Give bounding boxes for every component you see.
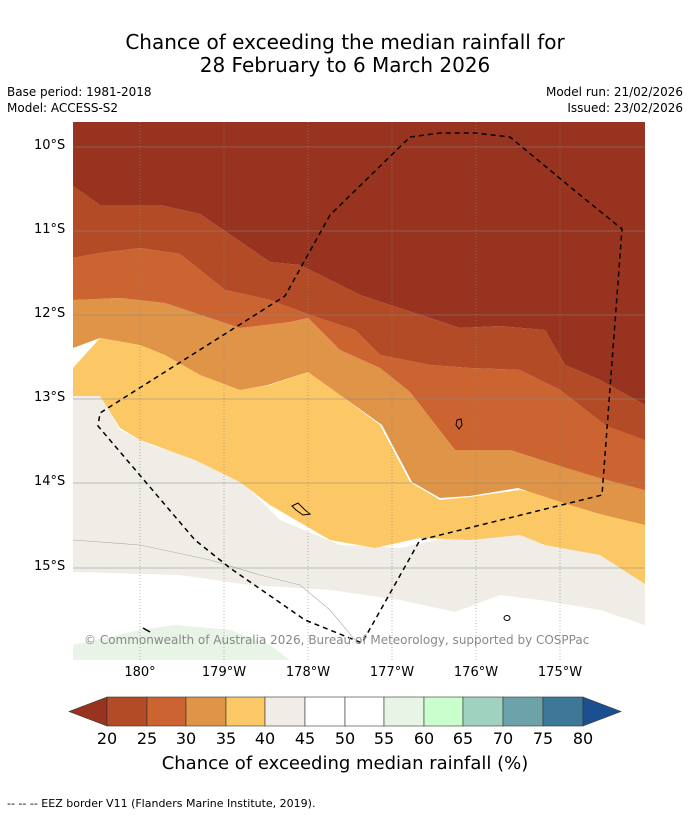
eez-legend-footer: -- -- -- EEZ border V11 (Flanders Marine…	[7, 797, 316, 810]
eez-fragment	[142, 627, 151, 633]
title-line-2: 28 February to 6 March 2026	[199, 53, 491, 77]
colorbar-segment-60-65	[423, 696, 464, 727]
island-1	[455, 418, 463, 430]
colorbar-tick-40: 40	[254, 729, 276, 748]
copyright-notice: © Commonwealth of Australia 2026, Bureau…	[84, 633, 590, 647]
base-period: Base period: 1981-2018	[7, 85, 152, 99]
title-line-1: Chance of exceeding the median rainfall …	[125, 30, 565, 54]
colorbar-tick-35: 35	[215, 729, 237, 748]
island-2	[291, 502, 312, 516]
lat-label-14s: 14°S	[34, 474, 66, 489]
map-area	[73, 122, 645, 660]
lon-label-175w: 175°W	[537, 665, 583, 680]
eez-border	[97, 132, 623, 644]
band-below-20	[73, 122, 645, 405]
model-name: Model: ACCESS-S2	[7, 101, 119, 115]
colorbar-segment-55-60	[383, 696, 425, 727]
lon-label-179w: 179°W	[201, 665, 247, 680]
lon-label-178w: 178°W	[285, 665, 331, 680]
issued-date: Issued: 23/02/2026	[567, 101, 683, 115]
colorbar-segment-75-80	[542, 696, 584, 727]
chart-title: Chance of exceeding the median rainfall …	[0, 31, 690, 77]
colorbar-tick-80: 80	[572, 729, 594, 748]
lon-label-180: 180°	[124, 665, 156, 680]
colorbar-segment-45-50	[304, 696, 346, 727]
colorbar-segment-70-75	[502, 696, 544, 727]
band-30-35	[73, 298, 645, 525]
colorbar	[68, 696, 622, 727]
colorbar-under-arrow	[68, 696, 108, 727]
colorbar-segment-50-55	[344, 696, 385, 727]
lat-label-13s: 13°S	[34, 390, 66, 405]
colorbar-tick-75: 75	[532, 729, 554, 748]
colorbar-over-arrow	[582, 696, 622, 727]
colorbar-tick-45: 45	[294, 729, 316, 748]
band-35-40	[73, 338, 645, 584]
lon-label-177w: 177°W	[369, 665, 415, 680]
colorbar-tick-50: 50	[334, 729, 356, 748]
lon-label-176w: 176°W	[453, 665, 499, 680]
lat-label-11s: 11°S	[34, 222, 66, 237]
band-55-60	[73, 625, 290, 660]
colorbar-tick-70: 70	[492, 729, 514, 748]
lat-label-10s: 10°S	[34, 138, 66, 153]
band-25-30	[73, 248, 645, 490]
band-20-25	[73, 186, 645, 440]
gridlines	[73, 122, 645, 660]
lat-label-12s: 12°S	[34, 306, 66, 321]
colorbar-segment-25-30	[146, 696, 187, 727]
colorbar-tick-25: 25	[136, 729, 158, 748]
meta-left: Base period: 1981-2018 Model: ACCESS-S2	[7, 84, 152, 116]
colorbar-segment-40-45	[264, 696, 306, 727]
colorbar-segment-20-25	[106, 696, 148, 727]
colorbar-tick-60: 60	[413, 729, 435, 748]
colorbar-tick-30: 30	[175, 729, 197, 748]
colorbar-segment-35-40	[225, 696, 266, 727]
colorbar-title: Chance of exceeding median rainfall (%)	[161, 753, 529, 774]
lat-label-15s: 15°S	[34, 559, 66, 574]
island-3	[503, 615, 511, 621]
colorbar-tick-65: 65	[452, 729, 474, 748]
meta-right: Model run: 21/02/2026 Issued: 23/02/2026	[546, 84, 683, 116]
colorbar-segment-65-70	[462, 696, 504, 727]
colorbar-tick-20: 20	[96, 729, 118, 748]
colorbar-tick-55: 55	[373, 729, 395, 748]
colorbar-segment-30-35	[185, 696, 227, 727]
model-run: Model run: 21/02/2026	[545, 85, 683, 99]
